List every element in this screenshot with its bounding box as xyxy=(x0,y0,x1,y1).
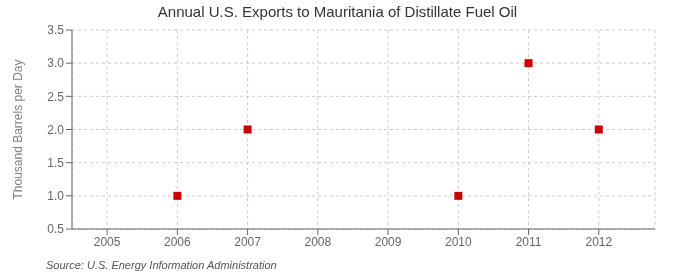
svg-text:2011: 2011 xyxy=(516,235,542,249)
svg-text:2009: 2009 xyxy=(375,235,402,249)
svg-text:Thousand Barrels per Day: Thousand Barrels per Day xyxy=(11,59,25,199)
svg-text:1.5: 1.5 xyxy=(47,156,64,170)
html-text:Annual U.S. Exports to Maurita: Annual U.S. Exports to Mauritania of Dis… xyxy=(157,3,518,20)
svg-text:2005: 2005 xyxy=(94,235,121,249)
svg-text:0.5: 0.5 xyxy=(47,222,64,236)
svg-text:2006: 2006 xyxy=(164,235,191,249)
svg-text:2.5: 2.5 xyxy=(47,90,64,104)
html-text:Source: U.S. Energy Informatio: Source: U.S. Energy Information Administ… xyxy=(46,259,277,271)
svg-text:2012: 2012 xyxy=(585,235,612,249)
svg-text:2008: 2008 xyxy=(304,235,331,249)
svg-text:2.0: 2.0 xyxy=(47,123,64,137)
svg-text:1.0: 1.0 xyxy=(47,189,64,203)
svg-text:3.0: 3.0 xyxy=(47,56,64,70)
svg-text:2007: 2007 xyxy=(234,235,261,249)
svg-text:2010: 2010 xyxy=(445,235,472,249)
svg-text:3.5: 3.5 xyxy=(47,24,64,37)
